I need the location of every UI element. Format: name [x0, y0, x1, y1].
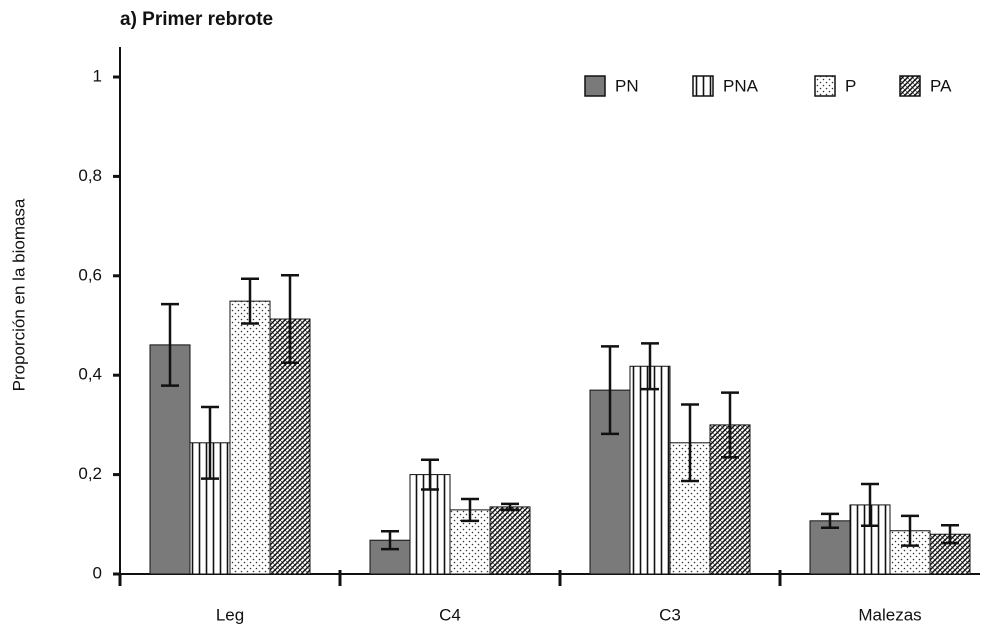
y-tick-label: 0,6: [78, 265, 102, 284]
legend-swatch: [584, 75, 606, 97]
y-tick-label: 0: [93, 563, 102, 582]
error-bar: [901, 514, 919, 547]
error-bar: [421, 458, 439, 491]
x-tick-label: C4: [439, 605, 461, 624]
bar: [489, 506, 531, 575]
legend-swatch: [899, 75, 921, 97]
bar: [229, 300, 271, 575]
legend-label: P: [845, 76, 856, 95]
legend-label: PN: [615, 76, 639, 95]
error-bar: [641, 342, 659, 391]
error-bar: [241, 277, 259, 325]
chart-title: a) Primer rebrote: [120, 9, 273, 30]
error-bar: [281, 274, 299, 365]
error-bar: [501, 502, 519, 512]
legend-label: PNA: [723, 76, 759, 95]
y-axis-label: Proporción en la biomasa: [9, 198, 28, 391]
y-tick-label: 1: [93, 66, 102, 85]
error-bar: [201, 405, 219, 480]
error-bar: [601, 345, 619, 436]
error-bar: [941, 524, 959, 545]
bar: [809, 520, 851, 575]
error-bar: [461, 497, 479, 523]
error-bar: [861, 482, 879, 528]
legend-swatch: [814, 75, 836, 97]
error-bar: [381, 530, 399, 551]
y-tick-label: 0,8: [78, 166, 102, 185]
error-bar: [681, 403, 699, 483]
bar: [629, 365, 671, 575]
error-bar: [721, 391, 739, 459]
y-tick-label: 0,2: [78, 464, 102, 483]
error-bar: [161, 302, 179, 387]
legend-swatch: [692, 75, 714, 97]
legend-label: PA: [930, 76, 952, 95]
x-tick-label: Leg: [216, 605, 244, 624]
error-bar: [821, 512, 839, 530]
x-tick-label: C3: [659, 605, 681, 624]
x-tick-label: Malezas: [858, 605, 921, 624]
y-tick-label: 0,4: [78, 365, 102, 384]
